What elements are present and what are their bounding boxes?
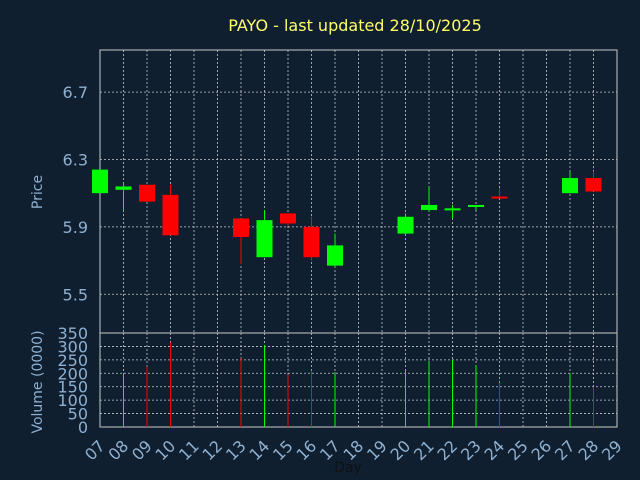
candle-body: [491, 196, 508, 199]
candle-body: [139, 184, 155, 202]
candle-body: [115, 186, 132, 190]
price-tick-label: 6.7: [63, 83, 88, 102]
candle-day-21: [421, 186, 437, 212]
x-axis-title: Day: [334, 460, 362, 476]
candle-body: [280, 213, 296, 224]
candle-body: [233, 218, 249, 237]
volume-tick-label: 150: [57, 378, 88, 397]
volume-tick-label: 200: [57, 364, 88, 383]
candle-day-16: [303, 216, 320, 261]
candle-day-20: [397, 213, 414, 236]
volume-tick-label: 0: [78, 418, 88, 437]
candle-body: [421, 204, 437, 211]
candle-body: [92, 169, 108, 194]
candle-body: [303, 226, 320, 258]
volume-tick-label: 350: [57, 324, 88, 343]
price-tick-label: 6.3: [63, 150, 88, 169]
candle-body: [444, 208, 461, 211]
candle-day-15: [280, 213, 296, 226]
candle-day-22: [444, 204, 461, 219]
candle-day-8: [115, 183, 132, 212]
candle-body: [162, 194, 179, 236]
candle-body: [468, 204, 484, 207]
candle-day-27: [562, 171, 578, 194]
candle-day-23: [468, 204, 484, 211]
candle-day-28: [585, 171, 602, 192]
candle-day-24: [491, 188, 508, 199]
candle-body: [562, 178, 578, 194]
price-tick-label: 5.5: [63, 285, 88, 304]
volume-tick-label: 50: [68, 405, 88, 424]
volume-plot-frame: [99, 332, 618, 428]
volume-tick-label: 100: [57, 391, 88, 410]
candle-body: [256, 220, 273, 258]
price-tick-label: 5.9: [63, 218, 88, 237]
chart-title: PAYO - last updated 28/10/2025: [228, 16, 482, 35]
candle-body: [397, 216, 414, 234]
candle-body: [585, 178, 602, 192]
candle-body: [327, 245, 343, 266]
candle-day-17: [327, 233, 343, 268]
candle-day-9: [139, 184, 155, 202]
volume-tick-label: 250: [57, 351, 88, 370]
candle-day-10: [162, 184, 179, 236]
price-panel: 5.5 5.9 6.3 6.7: [63, 49, 618, 334]
price-axis-title: Price: [30, 175, 46, 209]
volume-tick-label: 300: [57, 337, 88, 356]
candle-day-7: [92, 169, 108, 194]
candle-day-13: [233, 218, 249, 264]
volume-axis-title: Volume (0000): [30, 330, 46, 433]
candle-day-14: [256, 210, 273, 258]
